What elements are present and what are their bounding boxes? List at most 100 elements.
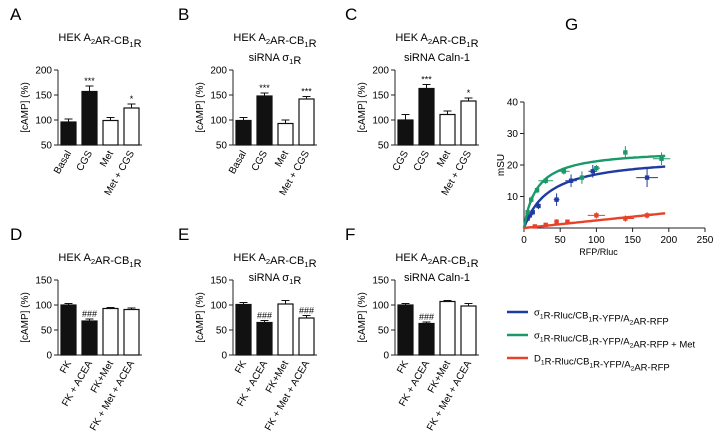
data-point — [536, 203, 541, 209]
chart-title: HEK A2AR-CB1R — [395, 32, 478, 50]
text-span: AR-CB — [95, 35, 129, 47]
text-span: R-Rluc/CB — [545, 357, 590, 368]
y-axis-label: [cAMP] (%) — [357, 292, 368, 343]
series-0 — [522, 165, 666, 229]
panel-letter: A — [10, 5, 22, 24]
data-point — [659, 156, 664, 161]
series-2 — [523, 212, 666, 230]
y-axis-label: [cAMP] (%) — [20, 292, 31, 343]
text-span: R-YFP/A — [592, 314, 630, 325]
bar-met — [102, 119, 119, 146]
y-tick-label: 100 — [210, 301, 227, 312]
y-tick-label: 150 — [372, 276, 389, 287]
data-point — [623, 216, 628, 221]
bar-fk-met — [102, 307, 119, 356]
bar-cgs — [256, 95, 273, 146]
subscript: 1 — [129, 40, 133, 49]
y-tick-label: 150 — [210, 276, 227, 287]
text-span: AR-CB — [270, 255, 304, 267]
y-axis-label: [cAMP] (%) — [357, 82, 368, 133]
x-tick-label: 50 — [555, 235, 567, 246]
chart-title: HEK A2AR-CB1R — [233, 32, 316, 50]
data-point — [554, 219, 559, 224]
subscript: 1 — [540, 314, 544, 321]
bar-fk — [397, 304, 414, 356]
text-span: siRNA Caln-1 — [404, 52, 470, 64]
subscript: 1 — [541, 360, 545, 367]
text-span: R — [309, 38, 317, 50]
subscript: 2 — [266, 37, 270, 46]
y-axis-label: [cAMP] (%) — [195, 292, 206, 343]
data-point — [530, 210, 535, 215]
y-tick-label: 0 — [46, 351, 52, 362]
y-tick-label: 30 — [507, 129, 519, 140]
y-tick-label: 20 — [507, 161, 519, 172]
subscript: 1 — [304, 40, 308, 49]
fit-curve — [522, 154, 666, 229]
significance-label: ### — [82, 309, 97, 319]
bar-fk-met-acea — [123, 308, 140, 356]
data-point — [543, 222, 548, 228]
data-point — [590, 169, 595, 174]
y-tick-label: 50 — [216, 326, 228, 337]
y-tick-label: 150 — [210, 91, 227, 102]
bar-fk-met — [277, 303, 294, 356]
x-tick-label: 250 — [697, 235, 714, 246]
subscript: 1 — [540, 337, 544, 344]
subscript: 1 — [289, 57, 293, 66]
text-span: R — [293, 275, 301, 287]
data-point — [532, 224, 538, 229]
bar-fk-met-acea — [460, 305, 477, 356]
text-span: HEK A — [395, 32, 428, 44]
text-span: siRNA σ — [249, 272, 290, 284]
bar-met-cgs — [298, 98, 315, 146]
significance-label: * — [130, 94, 134, 104]
subscript: 2 — [630, 343, 634, 350]
text-span: σ — [534, 308, 540, 319]
data-point — [644, 213, 650, 218]
text-span: AR-CB — [95, 255, 129, 267]
bar-fk-met — [439, 300, 456, 356]
y-tick-label: 100 — [35, 301, 52, 312]
text-span: AR-CB — [432, 255, 466, 267]
y-tick-label: 200 — [372, 66, 389, 77]
data-point — [565, 219, 570, 224]
bar-fk-met-acea — [298, 317, 315, 356]
text-span: R-YFP/A — [592, 337, 630, 348]
panel-letter: E — [178, 225, 189, 244]
text-span: R — [134, 38, 142, 50]
bar-cgs — [418, 87, 435, 146]
data-point — [527, 213, 532, 218]
bar-cgs — [81, 90, 98, 146]
text-span: D — [534, 354, 541, 365]
bar-fk-acea — [418, 322, 435, 356]
bar-met-cgs — [123, 107, 140, 146]
text-span: AR-CB — [432, 35, 466, 47]
x-tick-label: FK — [395, 359, 411, 376]
subscript: 2 — [428, 37, 432, 46]
subscript: 1 — [289, 277, 293, 286]
y-tick-label: 100 — [35, 116, 52, 127]
bar-met-cgs — [460, 100, 477, 146]
panel-letter: D — [10, 225, 22, 244]
panel-letter: B — [178, 5, 189, 24]
x-tick-label: 100 — [588, 235, 605, 246]
y-tick-label: 100 — [372, 116, 389, 127]
text-span: siRNA σ — [249, 52, 290, 64]
chart-title: HEK A2AR-CB1R — [58, 252, 141, 270]
panel-A: A HEK A2AR-CB1R 50 100 150 200 [cAMP] (%) Basal… — [10, 5, 142, 198]
text-span: HEK A — [233, 252, 266, 264]
legend-label: σ1R-Rluc/CB1R-YFP/A2AR-RFP — [534, 308, 669, 328]
data-point — [594, 213, 599, 218]
y-tick-label: 10 — [507, 192, 519, 203]
significance-label: *** — [421, 75, 432, 85]
chart-title: HEK A2AR-CB1R — [395, 252, 478, 270]
subscript: 1 — [129, 260, 133, 269]
y-axis-label: [cAMP] (%) — [195, 82, 206, 133]
bar-cgs — [397, 119, 414, 146]
significance-label: ### — [419, 312, 434, 322]
bar-basal — [60, 121, 77, 146]
text-span: R-Rluc/CB — [544, 334, 589, 345]
